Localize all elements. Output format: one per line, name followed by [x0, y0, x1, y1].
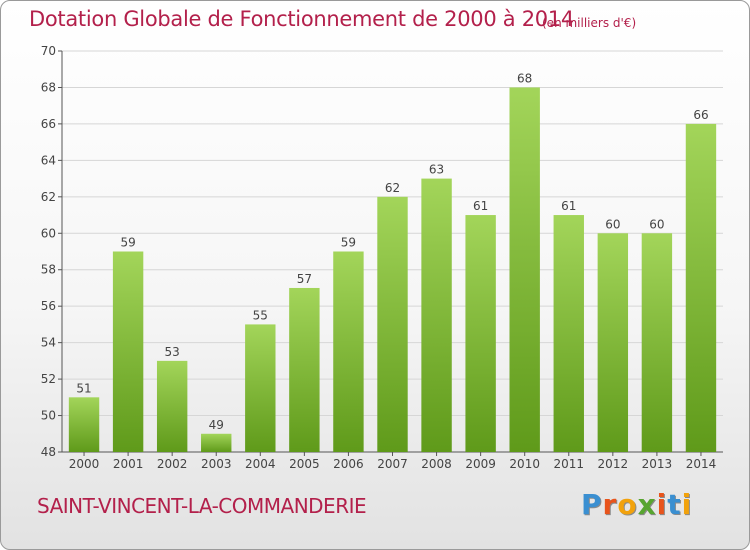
bar-2004	[245, 324, 276, 452]
x-tick-label: 2011	[553, 457, 584, 471]
bar-2001	[112, 251, 144, 452]
x-tick-label: 2012	[598, 457, 629, 471]
bar-2013	[641, 233, 673, 452]
x-tick-label: 2003	[201, 457, 232, 471]
x-tick-label: 2009	[465, 457, 496, 471]
y-tick-label: 58	[41, 263, 56, 277]
bar-2011	[553, 215, 584, 452]
logo-letter: t	[667, 488, 682, 521]
bar-value-label: 60	[605, 217, 620, 231]
logo-letter: x	[637, 488, 657, 521]
y-tick-label: 48	[41, 445, 56, 459]
bar-value-label: 55	[253, 308, 268, 322]
x-tick-label: 2007	[377, 457, 408, 471]
bar-2006	[333, 251, 364, 452]
bar-value-label: 62	[385, 181, 400, 195]
x-tick-label: 2000	[69, 457, 100, 471]
bar-value-label: 61	[561, 199, 576, 213]
x-tick-label: 2010	[509, 457, 540, 471]
bar-value-label: 51	[76, 381, 91, 395]
bar-value-labels: 51 59 53 49 55 57 59 62 63 61 68 61 60 60 66	[76, 71, 708, 431]
logo-letter: i	[681, 488, 693, 521]
x-tick-label: 2004	[245, 457, 276, 471]
y-tick-label: 50	[41, 409, 56, 423]
x-tick-label: 2013	[642, 457, 673, 471]
x-tick-label: 2005	[289, 457, 320, 471]
bar-2009	[465, 215, 496, 452]
chart-unit-subtitle: (en milliers d'€)	[542, 16, 637, 30]
bar-2014	[685, 123, 717, 452]
x-tick-labels: 2000 2001 2002 2003 2004 2005 2006 2007 2008 2009…	[69, 457, 716, 471]
y-tick-label: 68	[41, 80, 56, 94]
x-tick-label: 2006	[333, 457, 364, 471]
y-tick-label: 66	[41, 117, 56, 131]
proxiti-logo: Proxiti	[581, 488, 692, 521]
bar-value-label: 53	[165, 345, 180, 359]
bar-value-label: 68	[517, 71, 532, 85]
bar-value-label: 59	[120, 236, 135, 250]
bar-value-label: 57	[297, 272, 312, 286]
bar-value-label: 66	[693, 108, 708, 122]
bar-value-label: 60	[649, 217, 664, 231]
bars	[68, 87, 717, 453]
x-tick-label: 2014	[686, 457, 717, 471]
bar-2008	[421, 178, 452, 452]
bar-2000	[68, 397, 100, 452]
x-tick-label: 2008	[421, 457, 452, 471]
bar-value-label: 63	[429, 163, 444, 177]
bar-2012	[597, 233, 629, 452]
bar-2003	[201, 433, 232, 452]
logo-letter: r	[602, 488, 618, 521]
logo-letter: o	[617, 488, 638, 521]
bar-value-label: 61	[473, 199, 488, 213]
bar-2002	[156, 360, 188, 452]
y-tick-label: 56	[41, 299, 56, 313]
y-tick-label: 60	[41, 226, 56, 240]
x-tick-label: 2002	[157, 457, 188, 471]
y-tick-label: 64	[41, 153, 56, 167]
logo-letter: i	[656, 488, 668, 521]
y-tick-labels: 48 50 52 54 56 58 60 62 64 66 68 70	[41, 44, 56, 459]
y-tick-label: 52	[41, 372, 56, 386]
y-tick-label: 70	[41, 44, 56, 58]
bar-value-label: 59	[341, 236, 356, 250]
y-tick-label: 62	[41, 190, 56, 204]
chart-title: Dotation Globale de Fonctionnement de 20…	[29, 7, 574, 31]
logo-letter: P	[581, 488, 603, 521]
bar-2010	[509, 87, 540, 453]
commune-name: SAINT-VINCENT-LA-COMMANDERIE	[37, 494, 367, 518]
bar-2005	[289, 287, 320, 452]
bar-2007	[377, 196, 408, 452]
y-tick-label: 54	[41, 336, 56, 350]
bar-value-label: 49	[209, 418, 224, 432]
x-tick-label: 2001	[113, 457, 144, 471]
